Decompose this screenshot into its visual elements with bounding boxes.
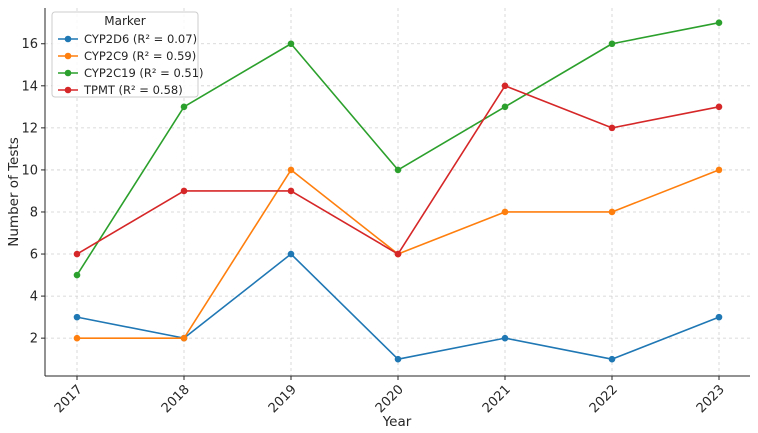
data-point	[287, 250, 295, 258]
data-point	[73, 271, 81, 279]
legend-items: CYP2D6 (R² = 0.07) CYP2C9 (R² = 0.59) CYP2…	[58, 32, 204, 97]
y-tick-label: 14	[21, 79, 38, 94]
y-tick-label: 2	[30, 332, 38, 347]
legend: Marker CYP2D6 (R² = 0.07) CYP2C9 (R² = 0.…	[51, 11, 204, 98]
x-axis-title: Year	[382, 414, 412, 430]
legend-label: TPMT (R² = 0.58)	[83, 83, 183, 97]
legend-marker	[64, 69, 72, 77]
legend-marker	[64, 35, 72, 43]
data-point	[394, 355, 402, 363]
data-point	[715, 103, 723, 111]
data-point	[73, 250, 81, 258]
series-line	[76, 253, 720, 360]
legend-label: CYP2C9 (R² = 0.59)	[84, 49, 196, 63]
data-point	[715, 19, 723, 27]
x-tick-label: 2022	[587, 382, 621, 416]
data-point	[501, 208, 509, 216]
data-point	[287, 40, 295, 48]
y-tick-label: 12	[21, 121, 38, 136]
data-point	[180, 103, 188, 111]
data-point	[73, 313, 81, 321]
data-point	[73, 334, 81, 342]
data-point	[180, 187, 188, 195]
legend-marker	[64, 52, 72, 60]
data-point	[501, 334, 509, 342]
data-point	[394, 166, 402, 174]
data-point	[394, 250, 402, 258]
data-point	[608, 355, 616, 363]
y-tick-label: 8	[30, 205, 38, 220]
y-tick-label: 6	[30, 248, 38, 263]
x-tick-label: 2020	[373, 382, 407, 416]
legend-title: Marker	[104, 14, 146, 28]
data-point	[608, 40, 616, 48]
x-tick-label: 2023	[694, 382, 728, 416]
data-point	[715, 166, 723, 174]
data-point	[715, 313, 723, 321]
x-tick-label: 2018	[159, 382, 193, 416]
legend-marker	[64, 86, 72, 94]
data-point	[287, 166, 295, 174]
legend-label: CYP2D6 (R² = 0.07)	[84, 32, 197, 46]
data-point	[501, 103, 509, 111]
y-tick-label: 16	[21, 37, 38, 52]
y-axis-title: Number of Tests	[6, 137, 22, 246]
x-tick-label: 2019	[266, 382, 300, 416]
legend-label: CYP2C19 (R² = 0.51)	[84, 66, 204, 80]
y-tick-label: 10	[21, 163, 38, 178]
data-point	[501, 82, 509, 90]
data-point	[287, 187, 295, 195]
y-tick-label: 4	[30, 290, 38, 305]
data-point	[608, 208, 616, 216]
legend-box	[51, 11, 199, 98]
data-point	[180, 334, 188, 342]
series-group	[73, 19, 723, 363]
x-tick-label: 2021	[480, 382, 514, 416]
data-point	[608, 124, 616, 132]
x-tick-label: 2017	[52, 382, 86, 416]
